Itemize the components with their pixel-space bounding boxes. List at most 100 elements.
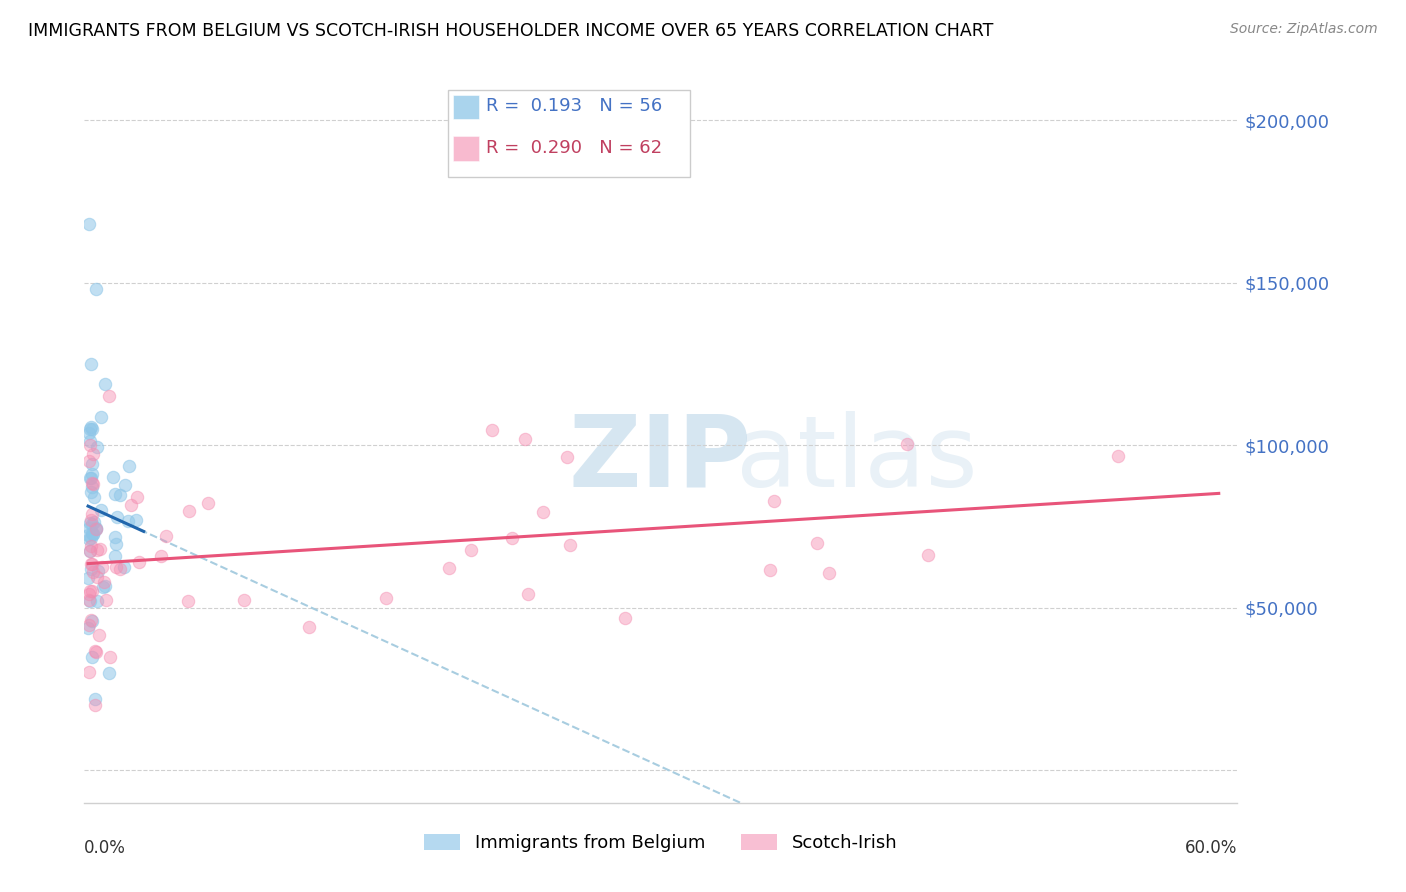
- Point: [77, 454, 100, 468]
- Point: [82, 584, 104, 599]
- Point: [84, 644, 107, 658]
- Point: [80, 517, 103, 532]
- Point: [84, 522, 107, 536]
- Point: [817, 566, 839, 581]
- Point: [105, 510, 128, 524]
- Point: [197, 495, 219, 509]
- Text: IMMIGRANTS FROM BELGIUM VS SCOTCH-IRISH HOUSEHOLDER INCOME OVER 65 YEARS CORRELA: IMMIGRANTS FROM BELGIUM VS SCOTCH-IRISH …: [28, 22, 994, 40]
- Point: [98, 665, 121, 680]
- Point: [79, 593, 101, 607]
- Point: [96, 593, 118, 607]
- Point: [149, 549, 172, 564]
- Point: [481, 423, 503, 437]
- Point: [79, 485, 101, 500]
- Point: [762, 493, 785, 508]
- Point: [917, 548, 939, 562]
- Text: 0.0%: 0.0%: [84, 839, 127, 857]
- Point: [759, 563, 782, 577]
- Point: [100, 649, 122, 664]
- Point: [117, 514, 139, 528]
- Point: [90, 410, 112, 425]
- Text: 60.0%: 60.0%: [1185, 839, 1237, 857]
- Point: [82, 447, 104, 461]
- Point: [79, 422, 101, 436]
- Point: [128, 555, 150, 569]
- Point: [120, 498, 142, 512]
- Point: [79, 593, 101, 607]
- Point: [558, 538, 581, 552]
- Point: [87, 564, 110, 578]
- FancyBboxPatch shape: [447, 90, 690, 178]
- Point: [80, 562, 103, 576]
- Point: [77, 425, 100, 440]
- Point: [86, 282, 108, 296]
- Text: R =  0.193   N = 56: R = 0.193 N = 56: [485, 97, 662, 115]
- Point: [77, 528, 100, 542]
- Point: [80, 557, 103, 571]
- Point: [82, 508, 104, 522]
- Point: [83, 516, 105, 530]
- Legend: Immigrants from Belgium, Scotch-Irish: Immigrants from Belgium, Scotch-Irish: [418, 827, 904, 860]
- Point: [80, 557, 103, 571]
- Point: [77, 217, 100, 231]
- Text: atlas: atlas: [735, 410, 977, 508]
- Point: [79, 516, 101, 530]
- Point: [177, 594, 200, 608]
- Point: [806, 536, 828, 550]
- Text: Source: ZipAtlas.com: Source: ZipAtlas.com: [1230, 22, 1378, 37]
- Point: [98, 389, 121, 403]
- Point: [89, 542, 111, 557]
- Point: [77, 617, 100, 632]
- Point: [517, 587, 540, 601]
- Point: [80, 475, 103, 490]
- Point: [80, 614, 103, 628]
- Point: [86, 440, 108, 454]
- Point: [104, 530, 127, 544]
- Point: [79, 532, 101, 546]
- Point: [80, 531, 103, 545]
- Point: [101, 470, 124, 484]
- Point: [125, 490, 148, 504]
- Point: [82, 527, 104, 541]
- Point: [233, 592, 256, 607]
- Point: [83, 491, 105, 505]
- Point: [86, 569, 108, 583]
- Point: [87, 628, 110, 642]
- Point: [114, 477, 136, 491]
- Point: [93, 575, 115, 590]
- Point: [896, 437, 918, 451]
- Point: [110, 561, 132, 575]
- Point: [79, 584, 101, 599]
- Point: [82, 566, 104, 580]
- FancyBboxPatch shape: [453, 136, 478, 161]
- FancyBboxPatch shape: [453, 95, 478, 119]
- Point: [179, 504, 201, 518]
- Text: R =  0.290   N = 62: R = 0.290 N = 62: [485, 139, 662, 157]
- Point: [77, 665, 100, 679]
- Point: [80, 357, 103, 371]
- Point: [77, 621, 100, 635]
- Point: [374, 591, 396, 606]
- Point: [79, 434, 101, 448]
- Text: ZIP: ZIP: [568, 410, 751, 508]
- Point: [79, 471, 101, 485]
- Point: [437, 561, 460, 575]
- Point: [84, 698, 107, 713]
- Point: [79, 438, 101, 452]
- Point: [90, 503, 112, 517]
- Point: [104, 487, 127, 501]
- Point: [104, 537, 127, 551]
- Point: [79, 544, 101, 558]
- Point: [77, 571, 100, 585]
- Point: [79, 513, 101, 527]
- Point: [94, 377, 117, 392]
- Point: [501, 532, 523, 546]
- Point: [84, 691, 107, 706]
- Point: [84, 521, 107, 535]
- Point: [1107, 450, 1129, 464]
- Point: [104, 560, 127, 574]
- Point: [82, 526, 104, 541]
- Point: [80, 539, 103, 553]
- Point: [91, 560, 114, 574]
- Point: [84, 523, 107, 537]
